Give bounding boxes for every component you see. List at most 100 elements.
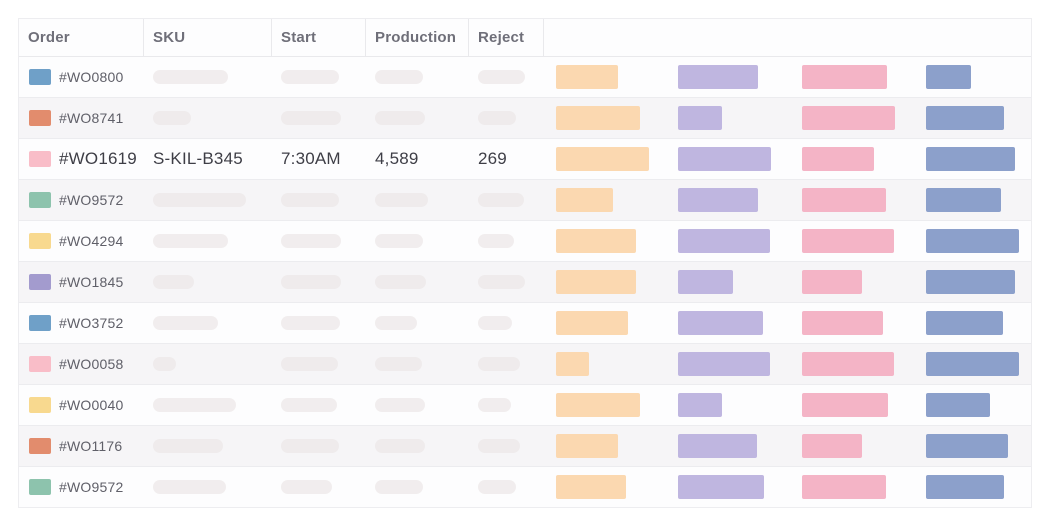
mini-bar-pink (802, 311, 883, 335)
start-cell (272, 180, 366, 220)
table-row[interactable]: #WO3752 (19, 303, 1031, 344)
start-skeleton-placeholder (281, 70, 339, 84)
start-cell (272, 426, 366, 466)
order-color-swatch (29, 151, 51, 167)
mini-bar-purple (678, 393, 722, 417)
reject-cell: 269 (469, 139, 544, 179)
sku-cell (144, 98, 272, 138)
mini-bar-orange (556, 188, 613, 212)
reject-cell (469, 467, 544, 507)
reject-skeleton-placeholder (478, 193, 524, 207)
mini-bar-purple (678, 147, 771, 171)
production-skeleton-placeholder (375, 111, 425, 125)
order-color-swatch (29, 233, 51, 249)
mini-bars-cell (544, 303, 1031, 343)
reject-cell (469, 303, 544, 343)
start-cell: 7:30AM (272, 139, 366, 179)
sku-cell (144, 221, 272, 261)
mini-bar-pink (802, 65, 887, 89)
sku-skeleton-placeholder (153, 316, 218, 330)
mini-bar-blue (926, 475, 1004, 499)
table-body: #WO0800 #WO8741 #WO1619 S-KIL-B345 7:30A… (19, 57, 1031, 507)
order-id: #WO9572 (59, 192, 124, 208)
start-cell (272, 98, 366, 138)
start-cell (272, 385, 366, 425)
mini-bar-purple (678, 270, 733, 294)
mini-bar-purple (678, 352, 770, 376)
sku-cell: S-KIL-B345 (144, 139, 272, 179)
mini-bar-blue (926, 147, 1015, 171)
table-row[interactable]: #WO0040 (19, 385, 1031, 426)
start-skeleton-placeholder (281, 439, 339, 453)
order-id: #WO3752 (59, 315, 124, 331)
table-row[interactable]: #WO4294 (19, 221, 1031, 262)
reject-cell (469, 262, 544, 302)
sku-skeleton-placeholder (153, 439, 223, 453)
production-skeleton-placeholder (375, 439, 425, 453)
mini-bar-orange (556, 147, 649, 171)
column-header-order[interactable]: Order (19, 19, 144, 56)
mini-bars-cell (544, 467, 1031, 507)
mini-bar-orange (556, 106, 640, 130)
table-header: Order SKU Start Production Reject (19, 19, 1031, 57)
order-id: #WO4294 (59, 233, 124, 249)
order-cell: #WO8741 (19, 98, 144, 138)
start-skeleton-placeholder (281, 316, 340, 330)
column-header-reject[interactable]: Reject (469, 19, 544, 56)
reject-skeleton-placeholder (478, 70, 525, 84)
mini-bar-orange (556, 393, 640, 417)
order-color-swatch (29, 110, 51, 126)
production-cell (366, 262, 469, 302)
order-color-swatch (29, 479, 51, 495)
table-row[interactable]: #WO0800 (19, 57, 1031, 98)
mini-bar-blue (926, 393, 990, 417)
mini-bar-pink (802, 229, 894, 253)
production-skeleton-placeholder (375, 398, 425, 412)
reject-cell (469, 344, 544, 384)
production-cell (366, 344, 469, 384)
mini-bar-blue (926, 352, 1019, 376)
order-cell: #WO0040 (19, 385, 144, 425)
table-row[interactable]: #WO1845 (19, 262, 1031, 303)
production-cell (366, 303, 469, 343)
mini-bar-pink (802, 434, 862, 458)
table-row[interactable]: #WO0058 (19, 344, 1031, 385)
order-color-swatch (29, 438, 51, 454)
mini-bar-blue (926, 188, 1001, 212)
sku-cell (144, 303, 272, 343)
sku-cell (144, 467, 272, 507)
reject-skeleton-placeholder (478, 111, 516, 125)
table-row[interactable]: #WO9572 (19, 180, 1031, 221)
order-cell: #WO1845 (19, 262, 144, 302)
start-value: 7:30AM (281, 149, 341, 168)
order-cell: #WO1176 (19, 426, 144, 466)
production-cell (366, 180, 469, 220)
table-row[interactable]: #WO9572 (19, 467, 1031, 507)
column-header-sku[interactable]: SKU (144, 19, 272, 56)
table-row[interactable]: #WO1176 (19, 426, 1031, 467)
mini-bar-blue (926, 65, 971, 89)
table-row[interactable]: #WO8741 (19, 98, 1031, 139)
order-id: #WO0800 (59, 69, 124, 85)
production-value: 4,589 (375, 149, 419, 168)
table-row[interactable]: #WO1619 S-KIL-B345 7:30AM 4,589 269 (19, 139, 1031, 180)
column-header-production[interactable]: Production (366, 19, 469, 56)
order-cell: #WO4294 (19, 221, 144, 261)
mini-bar-purple (678, 311, 763, 335)
column-header-start[interactable]: Start (272, 19, 366, 56)
reject-skeleton-placeholder (478, 398, 511, 412)
mini-bar-pink (802, 188, 886, 212)
sku-skeleton-placeholder (153, 480, 226, 494)
production-skeleton-placeholder (375, 70, 423, 84)
start-skeleton-placeholder (281, 111, 341, 125)
mini-bar-pink (802, 352, 894, 376)
reject-skeleton-placeholder (478, 234, 514, 248)
production-cell: 4,589 (366, 139, 469, 179)
production-skeleton-placeholder (375, 193, 428, 207)
production-cell (366, 98, 469, 138)
mini-bar-orange (556, 270, 636, 294)
order-id: #WO1176 (59, 438, 123, 454)
production-skeleton-placeholder (375, 316, 417, 330)
reject-cell (469, 385, 544, 425)
production-skeleton-placeholder (375, 275, 426, 289)
